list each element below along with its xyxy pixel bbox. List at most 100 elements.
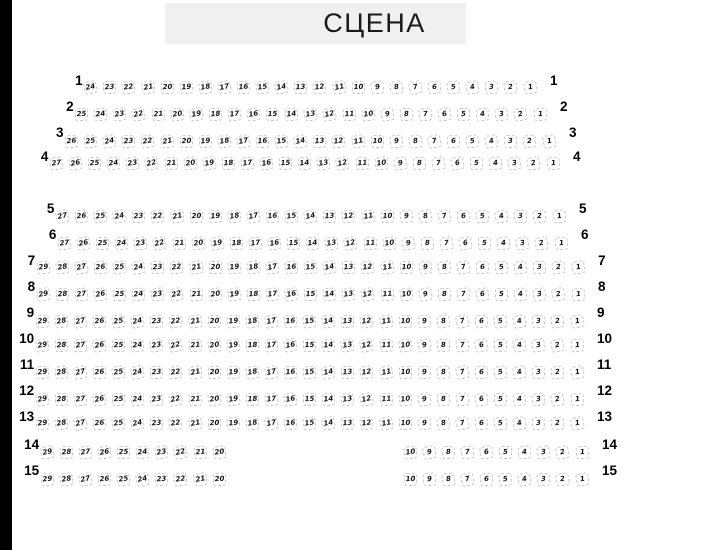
seat-row13-num17[interactable]: 17: [263, 415, 280, 431]
seat-row10-num6[interactable]: 6: [473, 337, 490, 353]
seat-row9-num19[interactable]: 19: [226, 313, 241, 329]
seat-row4-num21[interactable]: 21: [163, 155, 179, 171]
seat-row4-num23[interactable]: 23: [125, 155, 141, 171]
seat-row15-num9[interactable]: 9: [422, 471, 437, 487]
seat-row2-num13[interactable]: 13: [303, 106, 319, 122]
seat-row5-num24[interactable]: 24: [112, 208, 128, 224]
seat-row9-num20[interactable]: 20: [207, 314, 221, 328]
seat-row5-num18[interactable]: 18: [226, 208, 242, 224]
seat-row5-num21[interactable]: 21: [169, 208, 185, 224]
seat-row5-num3[interactable]: 3: [513, 209, 528, 223]
seat-row6-num4[interactable]: 4: [496, 235, 511, 251]
seat-row8-num25[interactable]: 25: [112, 287, 127, 301]
seat-row2-num11[interactable]: 11: [341, 106, 357, 122]
seat-row15-num7[interactable]: 7: [459, 471, 476, 487]
seat-row10-num29[interactable]: 29: [34, 337, 50, 353]
seat-row1-num1[interactable]: 1: [522, 79, 538, 95]
seat-row1-num20[interactable]: 20: [160, 80, 174, 94]
seat-row1-num2[interactable]: 2: [503, 79, 519, 95]
seat-row3-num9[interactable]: 9: [389, 133, 404, 149]
seat-row2-num6[interactable]: 6: [436, 106, 453, 122]
seat-row13-num14[interactable]: 14: [321, 415, 337, 431]
seat-row7-num23[interactable]: 23: [150, 260, 165, 274]
seat-row2-num20[interactable]: 20: [169, 106, 185, 122]
seat-row8-num8[interactable]: 8: [437, 287, 452, 301]
seat-row10-num23[interactable]: 23: [149, 337, 165, 353]
seat-row12-num8[interactable]: 8: [436, 392, 451, 406]
seat-row8-num9[interactable]: 9: [417, 286, 433, 302]
seat-row11-num6[interactable]: 6: [474, 364, 489, 380]
seat-row1-num15[interactable]: 15: [255, 79, 270, 95]
seat-row4-num17[interactable]: 17: [240, 155, 255, 171]
seat-row11-num22[interactable]: 22: [168, 364, 184, 380]
seat-row6-num9[interactable]: 9: [400, 235, 416, 251]
seat-row5-num22[interactable]: 22: [150, 208, 166, 224]
seat-row3-num25[interactable]: 25: [83, 133, 98, 149]
seat-row11-num21[interactable]: 21: [187, 364, 203, 380]
seat-row13-num13[interactable]: 13: [340, 416, 355, 430]
seat-row4-num26[interactable]: 26: [67, 155, 84, 171]
seat-row10-num22[interactable]: 22: [168, 337, 184, 353]
seat-row15-num22[interactable]: 22: [173, 471, 189, 487]
seat-row9-num5[interactable]: 5: [493, 313, 508, 329]
seat-row13-num2[interactable]: 2: [550, 415, 566, 431]
seat-row11-num27[interactable]: 27: [72, 364, 89, 380]
seat-row5-num8[interactable]: 8: [417, 208, 433, 224]
seat-row12-num19[interactable]: 19: [225, 391, 241, 407]
seat-row9-num23[interactable]: 23: [149, 314, 164, 328]
seat-row9-num17[interactable]: 17: [263, 313, 280, 329]
seat-row4-num19[interactable]: 19: [201, 155, 217, 171]
seat-row3-num24[interactable]: 24: [102, 133, 118, 149]
seat-row6-num14[interactable]: 14: [305, 235, 320, 251]
seat-row11-num7[interactable]: 7: [454, 364, 471, 380]
seat-row3-num22[interactable]: 22: [140, 133, 156, 149]
seat-row3-num1[interactable]: 1: [541, 133, 557, 149]
seat-row15-num6[interactable]: 6: [479, 471, 494, 487]
seat-row2-num12[interactable]: 12: [322, 106, 338, 122]
seat-row7-num29[interactable]: 29: [36, 259, 51, 275]
seat-row5-num16[interactable]: 16: [265, 208, 280, 224]
seat-row6-num11[interactable]: 11: [362, 235, 378, 251]
seat-row12-num3[interactable]: 3: [531, 391, 547, 407]
seat-row14-num29[interactable]: 29: [39, 444, 55, 460]
seat-row11-num19[interactable]: 19: [226, 364, 241, 380]
seat-row13-num26[interactable]: 26: [92, 415, 107, 431]
seat-row8-num19[interactable]: 19: [226, 286, 242, 302]
seat-row9-num22[interactable]: 22: [168, 313, 184, 329]
seat-row13-num4[interactable]: 4: [512, 415, 528, 431]
seat-row8-num15[interactable]: 15: [303, 287, 318, 301]
seat-row11-num5[interactable]: 5: [493, 364, 508, 380]
seat-row1-num13[interactable]: 13: [293, 80, 308, 94]
seat-row7-num11[interactable]: 11: [379, 259, 395, 275]
seat-row15-num27[interactable]: 27: [77, 471, 94, 487]
seat-row7-num16[interactable]: 16: [284, 259, 299, 275]
seat-row9-num9[interactable]: 9: [417, 313, 432, 329]
seat-row2-num8[interactable]: 8: [399, 107, 414, 121]
seat-row10-num15[interactable]: 15: [302, 338, 317, 352]
seat-row7-num7[interactable]: 7: [455, 259, 472, 275]
seat-row10-num10[interactable]: 10: [397, 337, 413, 353]
seat-row1-num24[interactable]: 24: [83, 79, 99, 95]
seat-row10-num3[interactable]: 3: [531, 337, 547, 353]
seat-row11-num25[interactable]: 25: [111, 364, 126, 380]
seat-row2-num4[interactable]: 4: [475, 106, 490, 122]
seat-row13-num23[interactable]: 23: [149, 416, 164, 430]
seat-row15-num5[interactable]: 5: [498, 471, 513, 487]
seat-row15-num28[interactable]: 28: [58, 471, 74, 487]
seat-row14-num24[interactable]: 24: [135, 444, 150, 460]
seat-row7-num22[interactable]: 22: [169, 259, 185, 275]
seat-row11-num14[interactable]: 14: [321, 364, 337, 380]
seat-row6-num12[interactable]: 12: [343, 235, 359, 251]
seat-row9-num24[interactable]: 24: [130, 313, 146, 329]
seat-row7-num3[interactable]: 3: [532, 260, 547, 274]
seat-row7-num25[interactable]: 25: [112, 259, 127, 275]
seat-row6-num1[interactable]: 1: [553, 235, 569, 251]
seat-row7-num13[interactable]: 13: [341, 260, 356, 274]
seat-row4-num5[interactable]: 5: [469, 156, 484, 170]
seat-row11-num4[interactable]: 4: [512, 364, 528, 380]
seat-row15-num1[interactable]: 1: [574, 471, 590, 487]
seat-row12-num14[interactable]: 14: [321, 391, 336, 407]
seat-row2-num21[interactable]: 21: [150, 106, 166, 122]
seat-row1-num18[interactable]: 18: [197, 79, 213, 95]
seat-row12-num26[interactable]: 26: [91, 391, 108, 407]
